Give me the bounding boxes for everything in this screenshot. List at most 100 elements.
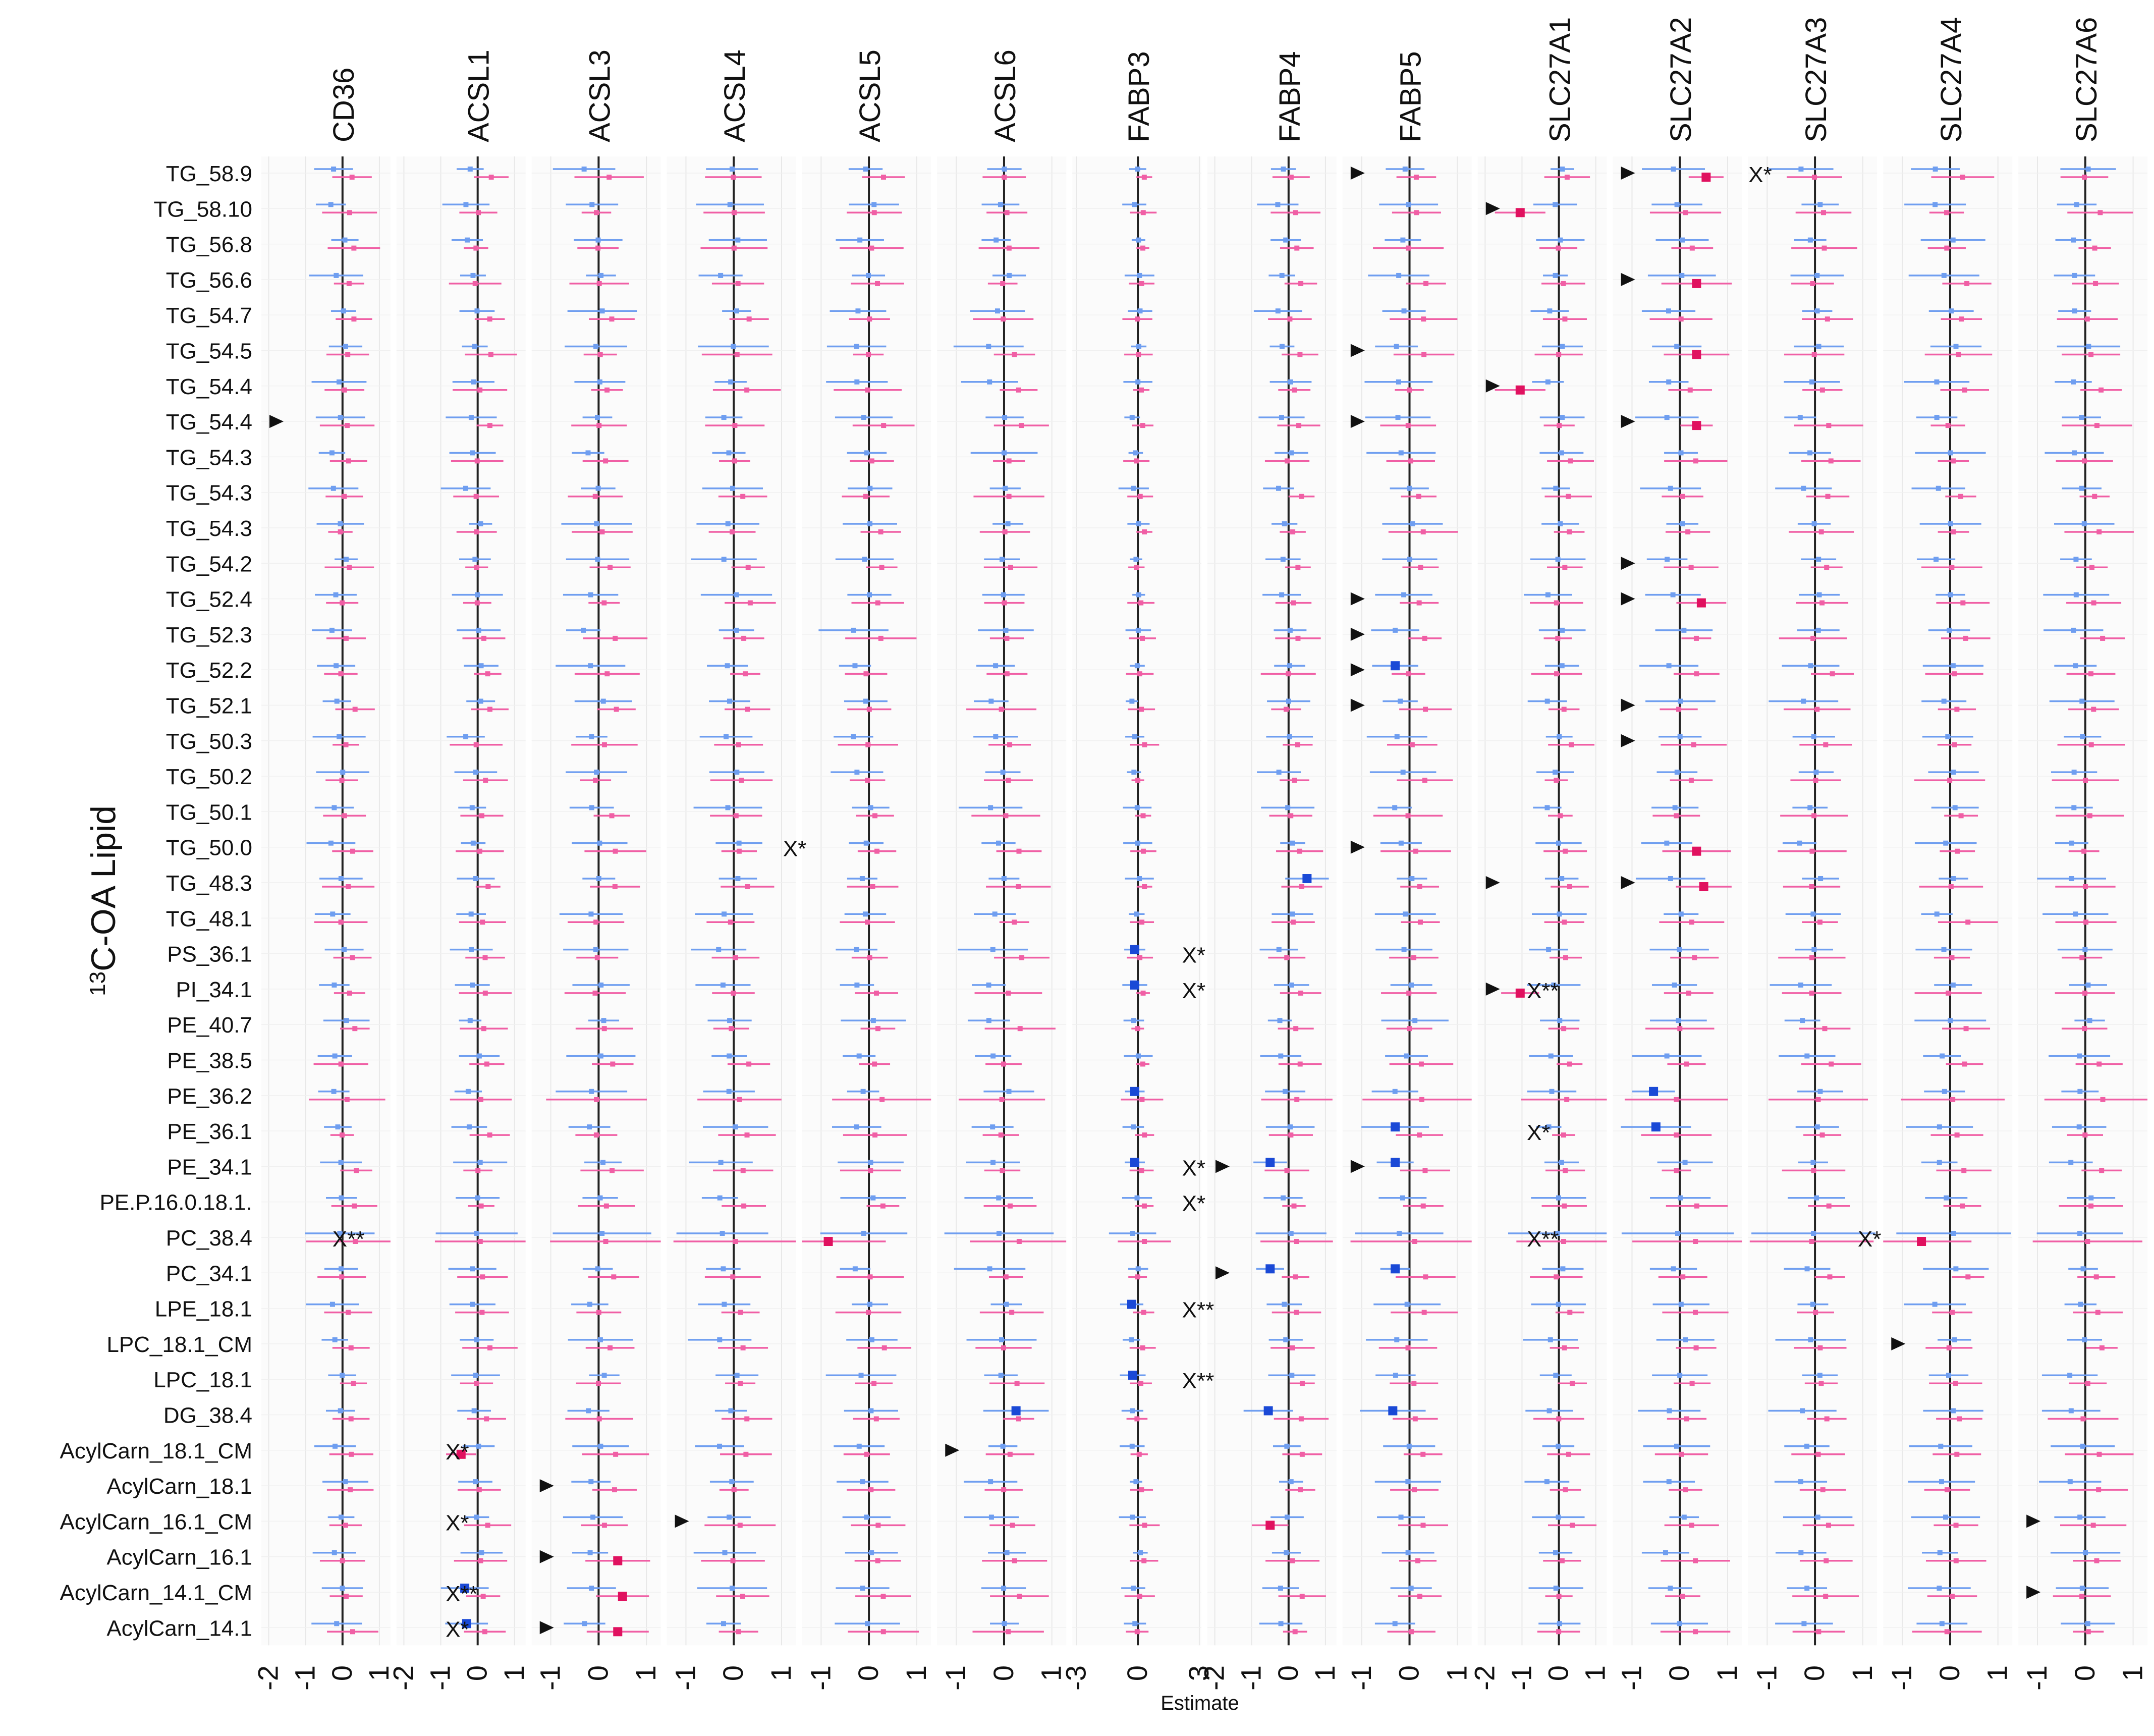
tick-label: 0 bbox=[2069, 1665, 2101, 1681]
estimate-point bbox=[1946, 990, 1951, 996]
estimate-point bbox=[1807, 237, 1813, 243]
estimate-point bbox=[348, 1487, 353, 1493]
estimate-point bbox=[722, 1301, 727, 1307]
estimate-point bbox=[856, 1443, 862, 1449]
significant-estimate bbox=[1130, 1087, 1140, 1096]
estimate-point bbox=[854, 1124, 859, 1130]
triangle-marker bbox=[539, 1621, 554, 1635]
estimate-point bbox=[1666, 308, 1671, 314]
estimate-point bbox=[1140, 813, 1146, 819]
significant-estimate bbox=[1391, 661, 1400, 671]
panel-header: SLC27A2 bbox=[1665, 17, 1697, 142]
estimate-point bbox=[463, 485, 468, 491]
estimate-point bbox=[880, 1203, 886, 1209]
estimate-point bbox=[1412, 1239, 1417, 1244]
estimate-point bbox=[1546, 1124, 1552, 1130]
estimate-point bbox=[470, 273, 476, 278]
estimate-point bbox=[332, 1550, 337, 1555]
estimate-point bbox=[1965, 1274, 1971, 1280]
estimate-point bbox=[2082, 990, 2088, 996]
estimate-point bbox=[717, 1337, 723, 1342]
estimate-point bbox=[864, 1451, 869, 1457]
estimate-point bbox=[996, 1195, 1002, 1201]
estimate-point bbox=[2080, 1416, 2086, 1422]
estimate-point bbox=[612, 884, 618, 889]
estimate-point bbox=[328, 202, 334, 207]
estimate-point bbox=[1299, 1381, 1305, 1386]
estimate-point bbox=[1954, 1132, 1960, 1138]
row-label: PC_34.1 bbox=[166, 1261, 252, 1286]
triangle-marker bbox=[1621, 876, 1635, 889]
estimate-point bbox=[2091, 600, 2096, 606]
estimate-point bbox=[737, 1097, 742, 1102]
estimate-point bbox=[463, 734, 469, 739]
estimate-point bbox=[2077, 1089, 2083, 1094]
estimate-point bbox=[2094, 1558, 2100, 1563]
estimate-point bbox=[2068, 1408, 2074, 1414]
estimate-point bbox=[596, 423, 602, 428]
estimate-point bbox=[1955, 848, 1960, 854]
estimate-point bbox=[1948, 1018, 1953, 1023]
estimate-point bbox=[2085, 1629, 2091, 1635]
estimate-point bbox=[1680, 1594, 1685, 1599]
estimate-point bbox=[1135, 167, 1140, 172]
estimate-point bbox=[735, 237, 741, 243]
estimate-point bbox=[1003, 485, 1008, 491]
estimate-point bbox=[2082, 1026, 2087, 1032]
estimate-point bbox=[717, 1443, 723, 1449]
estimate-point bbox=[480, 1594, 486, 1599]
triangle-marker bbox=[1621, 734, 1635, 747]
estimate-point bbox=[1408, 1586, 1414, 1591]
estimate-point bbox=[1420, 1451, 1426, 1457]
estimate-point bbox=[732, 210, 737, 215]
estimate-point bbox=[2083, 919, 2089, 925]
estimate-point bbox=[340, 1373, 345, 1378]
estimate-point bbox=[1004, 1301, 1009, 1307]
estimate-point bbox=[338, 1061, 344, 1067]
estimate-point bbox=[996, 840, 1001, 846]
estimate-point bbox=[1553, 202, 1558, 207]
triangle-marker bbox=[1621, 273, 1635, 286]
estimate-point bbox=[589, 734, 594, 739]
triangle-marker bbox=[1621, 415, 1635, 428]
row-label: AcylCarn_18.1_CM bbox=[60, 1439, 253, 1463]
estimate-point bbox=[604, 387, 610, 393]
estimate-point bbox=[1813, 1310, 1818, 1315]
estimate-point bbox=[598, 1053, 603, 1059]
estimate-point bbox=[1412, 1487, 1417, 1493]
estimate-point bbox=[473, 876, 478, 881]
estimate-point bbox=[1288, 175, 1294, 180]
estimate-point bbox=[1000, 1443, 1006, 1449]
row-label: TG_52.3 bbox=[166, 623, 252, 647]
triangle-marker bbox=[2026, 1514, 2041, 1528]
estimate-point bbox=[613, 848, 618, 854]
significant-estimate bbox=[1388, 1406, 1398, 1416]
estimate-point bbox=[2083, 778, 2088, 783]
tick-label: 1 bbox=[1981, 1665, 2013, 1681]
estimate-point bbox=[1420, 1203, 1426, 1209]
estimate-point bbox=[866, 1310, 871, 1315]
row-label: PE_34.1 bbox=[167, 1155, 252, 1179]
estimate-point bbox=[1941, 273, 1947, 278]
estimate-point bbox=[586, 1408, 591, 1414]
estimate-point bbox=[1012, 352, 1017, 357]
estimate-point bbox=[595, 557, 600, 562]
estimate-point bbox=[1019, 955, 1025, 960]
significant-estimate bbox=[1696, 598, 1706, 608]
estimate-point bbox=[349, 1451, 354, 1457]
estimate-point bbox=[599, 529, 605, 534]
estimate-point bbox=[329, 1301, 335, 1307]
estimate-point bbox=[875, 1026, 880, 1032]
estimate-point bbox=[2082, 175, 2087, 180]
estimate-point bbox=[1282, 521, 1287, 526]
estimate-point bbox=[339, 1514, 344, 1520]
estimate-point bbox=[1828, 458, 1834, 464]
estimate-point bbox=[1553, 770, 1558, 775]
estimate-point bbox=[593, 778, 598, 783]
estimate-point bbox=[478, 663, 484, 669]
estimate-point bbox=[1006, 494, 1012, 499]
estimate-point bbox=[343, 742, 349, 747]
estimate-point bbox=[1815, 1451, 1821, 1457]
estimate-point bbox=[1942, 1089, 1947, 1094]
estimate-point bbox=[1815, 1514, 1820, 1520]
